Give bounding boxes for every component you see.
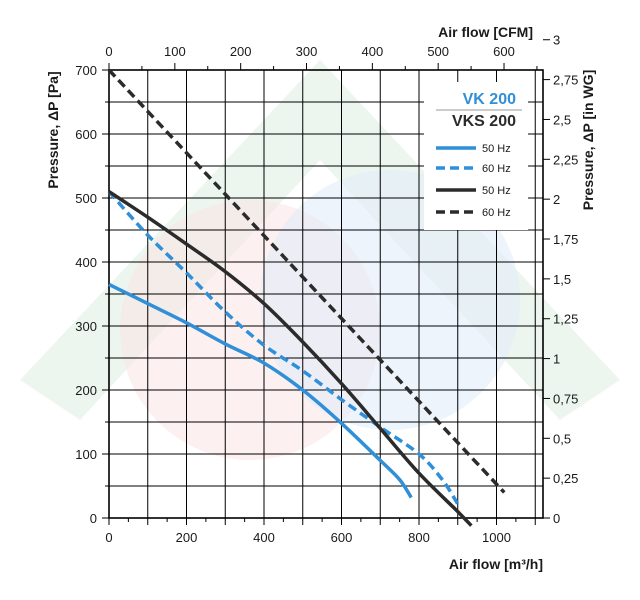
y-axis-right: 0 0,25 0,5 0,75 1 1,25 1,5 1,75 2 2,25 2,5 2,75 3 [543,33,578,526]
vk-200-50hz-curve [108,282,413,499]
right-tick-label: 2,25 [553,152,578,167]
legend-entry-label: 60 Hz [482,207,511,219]
y-tick-label: 600 [75,127,97,142]
right-tick-label: 0,75 [553,391,578,406]
right-tick-label: 0 [553,511,560,526]
right-tick-label: 2 [553,192,560,207]
y-tick-label: 700 [75,63,97,78]
top-tick-label: 600 [493,44,515,59]
vks-200-50hz-curve [108,190,473,527]
y-tick-label: 300 [75,319,97,334]
series-lines [107,68,506,527]
top-tick-label: 500 [427,44,449,59]
legend-box [424,82,528,230]
top-tick-label: 400 [361,44,383,59]
legend-entry-label: 50 Hz [482,143,511,155]
right-tick-label: 1,5 [553,272,571,287]
right-tick-label: 2,75 [553,73,578,88]
x-tick-label: 800 [408,530,430,545]
legend-title-vk200: VK 200 [463,91,516,108]
vks-200-60hz-curve [107,68,506,494]
y-tick-label: 200 [75,383,97,398]
right-tick-label: 1,25 [553,312,578,327]
y-axis-title-left: Pressure, ΔP [Pa] [45,71,61,188]
watermark-arrow-shape [20,60,620,420]
legend-title-vks200: VKS 200 [452,113,516,130]
y-axis-title-right: Pressure, ΔP [in WG] [580,70,596,211]
right-tick-label: 1 [553,352,560,367]
top-tick-label: 200 [230,44,252,59]
legend-entry-label: 60 Hz [482,163,511,175]
x-axis-bottom: 0 200 400 600 800 1000 [105,518,536,545]
right-tick-label: 0,25 [553,471,578,486]
top-tick-label: 0 [105,44,112,59]
y-tick-label: 400 [75,255,97,270]
y-tick-label: 100 [75,447,97,462]
top-tick-label: 300 [296,44,318,59]
logo-watermark [20,60,620,460]
top-tick-label: 100 [164,44,186,59]
right-tick-label: 3 [553,33,560,48]
x-tick-label: 1000 [482,530,511,545]
x-tick-label: 200 [176,530,198,545]
x-axis-top: 0 100 200 300 400 500 600 [105,44,538,70]
x-axis-title-bottom: Air flow [m³/h] [449,556,543,572]
right-tick-label: 2,5 [553,112,571,127]
y-tick-label: 0 [90,511,97,526]
legend-entry-label: 50 Hz [482,185,511,197]
x-tick-label: 0 [105,530,112,545]
right-tick-label: 1,75 [553,232,578,247]
x-tick-label: 600 [331,530,353,545]
x-tick-label: 400 [253,530,275,545]
y-axis-left: 0 100 200 300 400 500 600 700 [75,63,109,526]
right-tick-label: 0,5 [553,431,571,446]
y-tick-label: 500 [75,191,97,206]
x-axis-title-top: Air flow [CFM] [438,24,533,40]
legend: VK 200 VKS 200 50 Hz 60 Hz 50 Hz 60 Hz [424,82,528,230]
